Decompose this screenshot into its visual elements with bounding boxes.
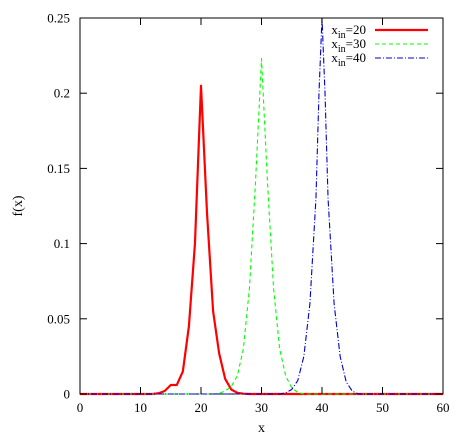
legend-entry: xin=20: [331, 22, 428, 41]
y-tick-label: 0.1: [54, 236, 70, 251]
y-tick-label: 0: [64, 387, 71, 402]
x-tick-label: 50: [376, 400, 389, 415]
legend-label-value: =30: [346, 36, 366, 51]
x-tick-label: 20: [195, 400, 208, 415]
x-axis-label: x: [258, 421, 265, 436]
y-tick-label: 0.25: [47, 11, 70, 26]
series-line-1: [80, 84, 443, 396]
x-tick-label: 40: [316, 400, 329, 415]
y-tick-label: 0.05: [47, 311, 70, 326]
series-line-3: [80, 17, 443, 395]
series-layer: [80, 17, 443, 396]
legend-label: xin=30: [331, 36, 366, 55]
legend-label-sub: in: [338, 30, 346, 41]
legend-label: xin=40: [331, 50, 366, 69]
legend-entry: xin=30: [331, 36, 428, 55]
legend-label-sub: in: [338, 44, 346, 55]
legend-label-value: =40: [346, 50, 366, 65]
legend-label-var: x: [331, 50, 338, 65]
x-tick-label: 0: [77, 400, 84, 415]
y-axis-label: f(x): [11, 195, 26, 216]
plot-border: [79, 17, 444, 395]
axis-ticks: 0 10 20 30 40 50 60 0 0.05 0.1 0.15 0.2 0.25: [47, 11, 449, 416]
legend-label-value: =20: [346, 22, 366, 37]
legend-label-var: x: [331, 22, 338, 37]
plot-area: [79, 17, 444, 395]
y-tick-label: 0.2: [54, 86, 70, 101]
legend-entry: xin=40: [331, 50, 428, 69]
legend-label: xin=20: [331, 22, 366, 41]
legend-label-var: x: [331, 36, 338, 51]
series-line-2: [80, 58, 443, 395]
legend-label-sub: in: [338, 58, 346, 69]
x-tick-label: 10: [134, 400, 147, 415]
x-tick-label: 30: [255, 400, 268, 415]
y-tick-label: 0.15: [47, 161, 70, 176]
x-tick-label: 60: [437, 400, 450, 415]
